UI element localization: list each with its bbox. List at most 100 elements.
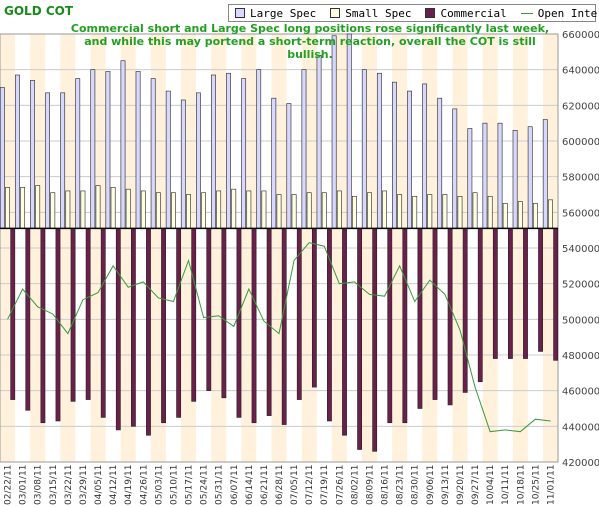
- y-tick-label: 460000: [562, 387, 599, 398]
- bar-large-spec: [467, 128, 473, 229]
- bar-small-spec: [472, 192, 478, 229]
- legend-item-large-spec: Large Spec: [235, 7, 316, 20]
- bar-small-spec: [502, 203, 508, 229]
- bar-large-spec: [75, 78, 81, 229]
- x-tick-label: 04/05/11: [94, 465, 104, 505]
- x-tick-label: 10/11/11: [501, 465, 511, 505]
- bar-large-spec: [15, 74, 20, 229]
- x-tick-label: 02/22/11: [4, 465, 14, 505]
- bar-large-spec: [226, 72, 231, 229]
- bar-commercial: [538, 228, 543, 352]
- bar-commercial: [508, 228, 513, 359]
- x-tick-label: 04/12/11: [109, 465, 119, 505]
- bar-small-spec: [216, 190, 222, 229]
- bar-commercial: [130, 228, 136, 427]
- bar-large-spec: [301, 69, 307, 229]
- bar-commercial: [327, 228, 332, 422]
- bar-small-spec: [532, 203, 538, 229]
- bar-large-spec: [271, 97, 277, 229]
- bar-large-spec: [241, 78, 247, 229]
- bar-small-spec: [80, 190, 86, 229]
- x-tick-label: 05/10/11: [169, 465, 179, 505]
- bar-commercial: [342, 228, 347, 436]
- bar-small-spec: [125, 188, 131, 229]
- bar-large-spec: [482, 122, 488, 229]
- bar-commercial: [40, 228, 46, 424]
- bar-commercial: [553, 228, 559, 361]
- y-tick-label: 520000: [562, 280, 599, 291]
- x-tick-label: 03/29/11: [79, 465, 89, 505]
- y-tick-label: 500000: [562, 315, 599, 326]
- y-tick-label: 420000: [562, 458, 599, 469]
- x-tick-label: 04/19/11: [124, 465, 134, 505]
- bar-small-spec: [276, 194, 282, 229]
- bar-small-spec: [201, 192, 206, 229]
- x-tick-label: 08/30/11: [411, 465, 421, 505]
- x-tick-label: 09/13/11: [441, 465, 451, 505]
- x-tick-label: 04/26/11: [139, 465, 149, 505]
- bar-small-spec: [261, 190, 267, 229]
- x-tick-label: 10/25/11: [531, 465, 541, 505]
- bar-large-spec: [60, 92, 66, 229]
- bar-large-spec: [497, 122, 503, 229]
- bar-large-spec: [376, 72, 382, 229]
- bar-commercial: [146, 228, 151, 436]
- bar-large-spec: [180, 99, 186, 229]
- x-tick-label: 06/21/11: [260, 465, 270, 505]
- bar-large-spec: [120, 60, 126, 229]
- bar-large-spec: [45, 92, 50, 229]
- bar-large-spec: [407, 90, 412, 229]
- x-tick-label: 06/28/11: [275, 465, 285, 505]
- bar-commercial: [432, 228, 438, 400]
- bar-small-spec: [246, 190, 252, 229]
- y-tick-label: 440000: [562, 422, 599, 433]
- y-tick-label: 660000: [562, 30, 599, 41]
- bar-large-spec: [286, 103, 292, 229]
- bar-commercial: [236, 228, 242, 418]
- bar-large-spec: [422, 83, 428, 229]
- legend-label-commercial: Commercial: [440, 6, 507, 20]
- legend-label-large-spec: Large Spec: [250, 6, 317, 20]
- bar-small-spec: [487, 195, 493, 229]
- x-tick-label: 07/12/11: [305, 465, 315, 505]
- bar-large-spec: [392, 81, 397, 229]
- bar-commercial: [25, 228, 31, 411]
- bar-large-spec: [256, 69, 262, 229]
- bar-small-spec: [548, 199, 553, 229]
- x-tick-label: 07/05/11: [290, 465, 300, 505]
- bar-small-spec: [291, 194, 297, 229]
- bar-commercial: [417, 228, 423, 409]
- bar-large-spec: [452, 108, 458, 229]
- bar-large-spec: [527, 126, 533, 229]
- bar-large-spec: [90, 69, 96, 229]
- bar-commercial: [221, 228, 227, 399]
- bar-large-spec: [361, 69, 367, 229]
- bar-commercial: [477, 228, 483, 383]
- bar-large-spec: [105, 71, 111, 229]
- bar-large-spec: [211, 74, 216, 229]
- y-tick-label: 580000: [562, 173, 599, 184]
- bar-small-spec: [5, 187, 10, 229]
- bar-commercial: [266, 228, 272, 416]
- bar-commercial: [402, 228, 408, 424]
- x-tick-label: 10/04/11: [486, 465, 496, 505]
- bar-commercial: [251, 228, 257, 424]
- bar-small-spec: [50, 192, 56, 229]
- bar-commercial: [191, 228, 197, 402]
- x-tick-label: 07/26/11: [335, 465, 345, 505]
- y-tick-label: 620000: [562, 101, 599, 112]
- bar-small-spec: [367, 192, 372, 229]
- x-tick-label: 05/24/11: [200, 465, 210, 505]
- x-tick-label: 09/06/11: [426, 465, 436, 505]
- bar-small-spec: [457, 195, 463, 229]
- bar-small-spec: [517, 201, 523, 229]
- bar-commercial: [206, 228, 212, 391]
- bar-commercial: [161, 228, 166, 424]
- legend-item-small-spec: Small Spec: [330, 7, 411, 20]
- bar-small-spec: [20, 187, 26, 229]
- bar-commercial: [387, 228, 393, 424]
- bar-small-spec: [110, 187, 116, 229]
- legend-swatch-small-spec: [330, 8, 341, 18]
